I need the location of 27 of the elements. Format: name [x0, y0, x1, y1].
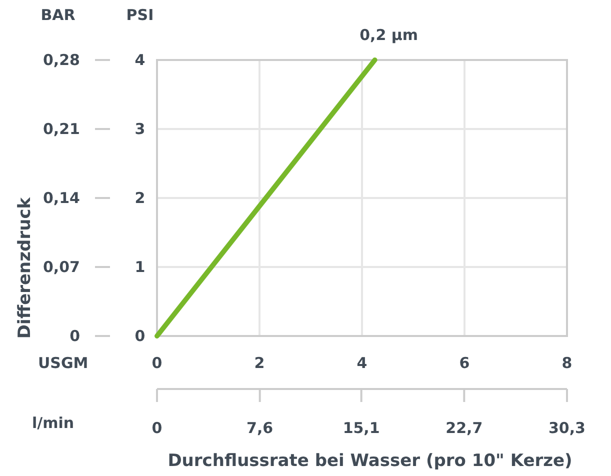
- y2-axis-title: Differenzdruck: [15, 196, 35, 339]
- y-tick-label: 1: [134, 258, 146, 276]
- series-label: 0,2 µm: [360, 26, 418, 44]
- text: BAR: [40, 6, 76, 24]
- text: l/min: [32, 414, 74, 432]
- x-tick-label: 2: [254, 354, 265, 372]
- y2-tick-label: 0,28: [42, 51, 80, 69]
- x-tick-label: 8: [562, 354, 572, 372]
- y2-tick-label: 0,21: [42, 120, 80, 138]
- x-axis-title: Durchflussrate bei Wasser (pro 10" Kerze): [168, 451, 572, 471]
- x2-tick-label: 0: [152, 419, 162, 437]
- y-tick-label: 3: [134, 120, 146, 138]
- x-tick-label: 0: [152, 354, 162, 372]
- y-tick-label: 0: [134, 327, 146, 345]
- x2-tick-label: 15,1: [342, 419, 380, 437]
- y2-tick-label: 0: [70, 327, 80, 345]
- y-tick-label: 2: [134, 189, 146, 207]
- x-tick-label: 6: [459, 354, 470, 372]
- x-tick-label: 4: [356, 354, 368, 372]
- y-tick-label: 4: [134, 51, 146, 69]
- x2-tick-label: 7,6: [246, 419, 274, 437]
- y2-tick-label: 0,07: [42, 258, 80, 276]
- x2-tick-label: 30,3: [548, 419, 586, 437]
- x2-tick-label: 22,7: [446, 419, 483, 437]
- text: USGM: [38, 354, 88, 372]
- text: PSI: [126, 6, 154, 24]
- y2-tick-label: 0,14: [42, 189, 80, 207]
